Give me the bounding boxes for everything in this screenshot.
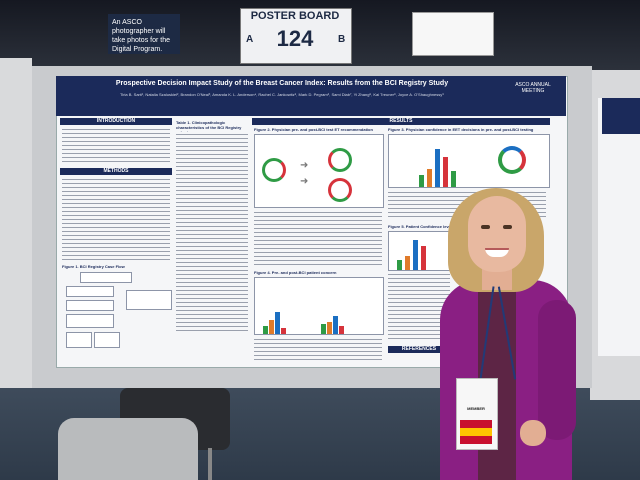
results-text [388,272,450,342]
figure1-label: Figure 1. BCI Registry Case Flow [62,264,125,269]
results-text [254,337,382,361]
chart-bar [333,316,338,334]
chart-bar [421,246,426,270]
flow-box [66,332,92,348]
chart-bar [281,328,286,334]
flow-box [94,332,120,348]
chart-bar [397,260,402,270]
flow-box [126,290,172,310]
poster-board-sign [240,8,352,64]
flow-box [66,286,114,297]
arrow-icon: ➜ [300,160,309,171]
poster-authors: Tiria B. Sarti¹, Natalia Szaluskiel², Br… [120,92,444,97]
poster-board-label: POSTER BOARD [250,10,340,22]
figure5-label: Figure 5. Patient Confidence levels pre-… [388,224,489,229]
left-eye [481,225,490,229]
figure2-label: Figure 2. Physician pre- and post-BCI te… [254,127,373,132]
chair-seat [58,418,198,480]
chart-bar [339,326,344,334]
chart-bar [451,171,456,187]
poster-board-number: 124 [276,26,314,51]
section-methods: METHODS [60,168,172,175]
chair-leg [208,448,212,480]
methods-text [62,177,170,261]
right-eye [503,225,512,229]
donut-chart [328,148,352,172]
chart-bar [435,149,440,187]
donut-chart [328,178,352,202]
badge-ribbon-label: MEMBER [467,406,485,411]
left-board-panel [0,58,32,388]
asco-logo: ASCO ANNUAL MEETING [515,82,551,94]
results-text [254,210,382,268]
flow-box [80,272,132,283]
poster-header [56,76,566,116]
board-side-b: B [338,34,346,45]
figure4-label: Figure 4. Pre- and post-BCI patient conc… [254,270,337,275]
qr-code-sign [412,12,494,56]
donut-chart [498,146,526,174]
smile [485,248,509,257]
donut-chart [262,158,286,182]
section-introduction: INTRODUCTION [60,118,172,125]
photographer-sign: An ASCO photographer will take photos fo… [108,14,180,54]
board-side-a: A [246,34,254,45]
introduction-text [62,127,170,165]
flow-box [66,314,114,328]
chart-bar [419,175,424,187]
chart-bar [269,320,274,334]
poster-title: Prospective Decision Impact Study of the… [115,80,449,87]
chart-bar [405,256,410,270]
section-references: REFERENCES [388,346,450,353]
flow-box [66,300,114,311]
chart-bar [327,322,332,334]
smiling-face [468,196,526,272]
right-arm [538,300,576,440]
section-results: RESULTS [252,118,550,125]
characteristics-table [176,132,248,332]
neighbor-poster [598,98,640,356]
badge-ribbon [460,420,492,444]
figure5-panel [388,231,452,271]
chart-bar [443,157,448,187]
chart-bar [413,240,418,270]
chart-bar [427,169,432,187]
figure3-label: Figure 3. Physician confidence in EET de… [388,127,534,132]
chart-bar [275,312,280,334]
chart-bar [263,326,268,334]
figure4-panel [254,277,384,335]
hand [520,420,546,446]
neighbor-poster-header [602,98,640,134]
chart-bar [321,324,326,334]
arrow-icon: ➜ [300,176,309,187]
